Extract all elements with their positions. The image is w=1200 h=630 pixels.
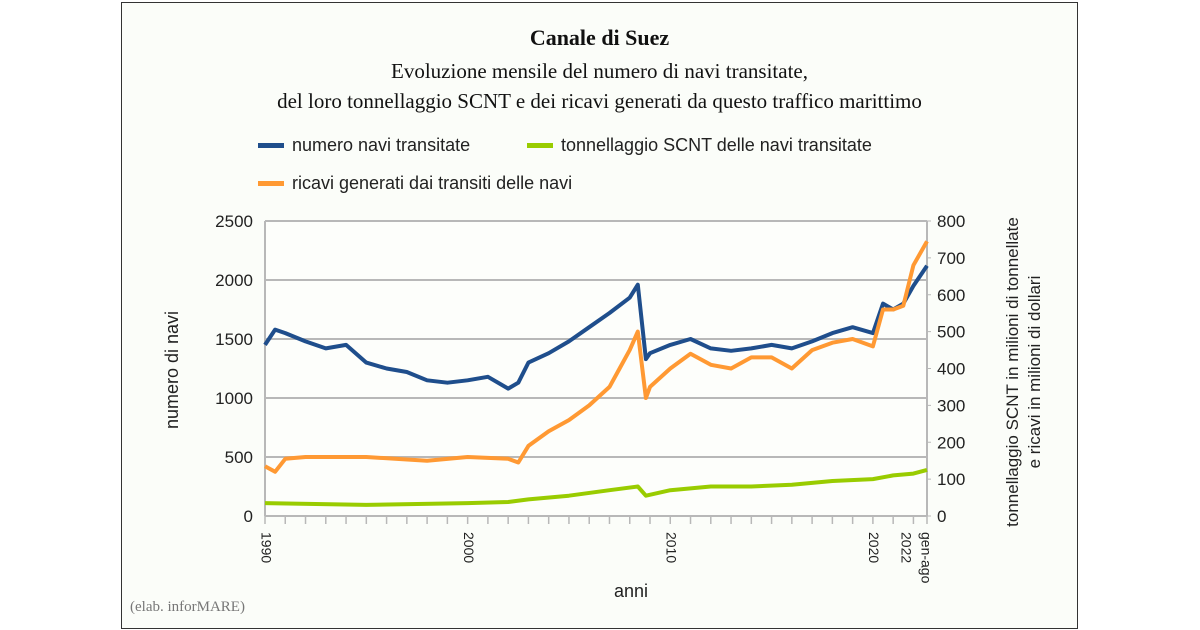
- y-axis-title: numero di navi: [162, 311, 182, 429]
- series-line-tonnellaggio: [264, 467, 928, 507]
- series-line-ricavi: [264, 240, 929, 474]
- y2-tick-label: 100: [937, 470, 965, 489]
- x-axis-title: anni: [614, 581, 648, 601]
- x-tick-label: 2010: [664, 532, 680, 563]
- x-tick-label: 2022: [899, 532, 915, 563]
- y-tick-label: 500: [225, 448, 253, 467]
- x-tick-label: 2020: [866, 532, 882, 563]
- y2-tick-label: 800: [937, 212, 965, 231]
- y2-tick-label: 0: [937, 507, 946, 526]
- y2-axis-title-line-2: e ricavi in milioni di dollari: [1025, 276, 1044, 469]
- y2-tick-label: 500: [937, 323, 965, 342]
- y2-tick-label: 600: [937, 286, 965, 305]
- chart-subtitle-line-2: del loro tonnellaggio SCNT e dei ricavi …: [277, 89, 922, 113]
- x-tick-label: 2000: [461, 532, 477, 563]
- y-tick-label: 0: [244, 507, 253, 526]
- chart-title: Canale di Suez: [529, 25, 670, 50]
- legend-swatch: [258, 143, 284, 148]
- legend-label: tonnellaggio SCNT delle navi transitate: [561, 135, 872, 155]
- credit-text: (elab. inforMARE): [130, 599, 245, 615]
- y2-tick-label: 400: [937, 360, 965, 379]
- y-tick-label: 1000: [215, 389, 253, 408]
- y2-tick-label: 200: [937, 433, 965, 452]
- y2-axis-title-line-1: tonnellaggio SCNT in milioni di tonnella…: [1003, 217, 1022, 527]
- x-tick-label: 1990: [258, 532, 274, 563]
- legend-swatch: [258, 181, 284, 186]
- legend-item-navi: numero navi transitate: [258, 135, 470, 156]
- y-tick-label: 2500: [215, 212, 253, 231]
- legend-swatch: [527, 143, 553, 148]
- y2-tick-label: 700: [937, 249, 965, 268]
- y-tick-label: 2000: [215, 271, 253, 290]
- plot-area: [265, 221, 927, 516]
- y2-tick-label: 300: [937, 396, 965, 415]
- legend-label: numero navi transitate: [292, 135, 471, 155]
- y-tick-label: 1500: [215, 330, 253, 349]
- series-line-navi: [263, 264, 929, 391]
- chart-subtitle-line-1: Evoluzione mensile del numero di navi tr…: [391, 59, 808, 83]
- legend-item-ricavi: ricavi generati dai transiti delle navi: [258, 173, 572, 194]
- legend-item-tonnellaggio: tonnellaggio SCNT delle navi transitate: [527, 135, 872, 156]
- x-tick-label: gen-ago: [918, 532, 934, 584]
- legend-label: ricavi generati dai transiti delle navi: [292, 173, 573, 193]
